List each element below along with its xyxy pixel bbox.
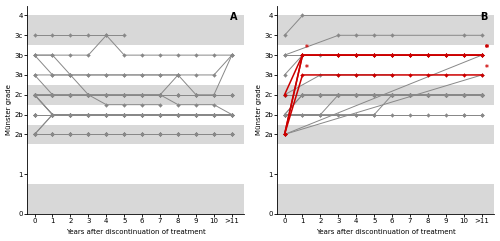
X-axis label: Years after discontinuation of treatment: Years after discontinuation of treatment (66, 229, 206, 235)
Bar (28, 184, 244, 214)
Bar (278, 45, 494, 85)
Text: *: * (484, 44, 488, 53)
Bar (28, 15, 244, 45)
Y-axis label: Münster grade: Münster grade (6, 84, 12, 135)
Text: A: A (230, 12, 238, 22)
Text: *: * (484, 44, 488, 53)
Bar (278, 105, 494, 125)
Bar (278, 85, 494, 105)
Bar (28, 125, 244, 144)
Text: *: * (484, 64, 488, 73)
Y-axis label: Münster grade: Münster grade (256, 84, 262, 135)
Text: *: * (305, 44, 309, 53)
Bar (28, 144, 244, 184)
Bar (278, 184, 494, 214)
Bar (278, 144, 494, 184)
Bar (278, 15, 494, 45)
Text: B: B (480, 12, 488, 22)
Bar (278, 125, 494, 144)
Bar (28, 105, 244, 125)
X-axis label: Years after discontinuation of treatment: Years after discontinuation of treatment (316, 229, 456, 235)
Text: *: * (484, 44, 488, 53)
Bar (28, 45, 244, 85)
Bar (28, 85, 244, 105)
Text: *: * (305, 64, 309, 73)
